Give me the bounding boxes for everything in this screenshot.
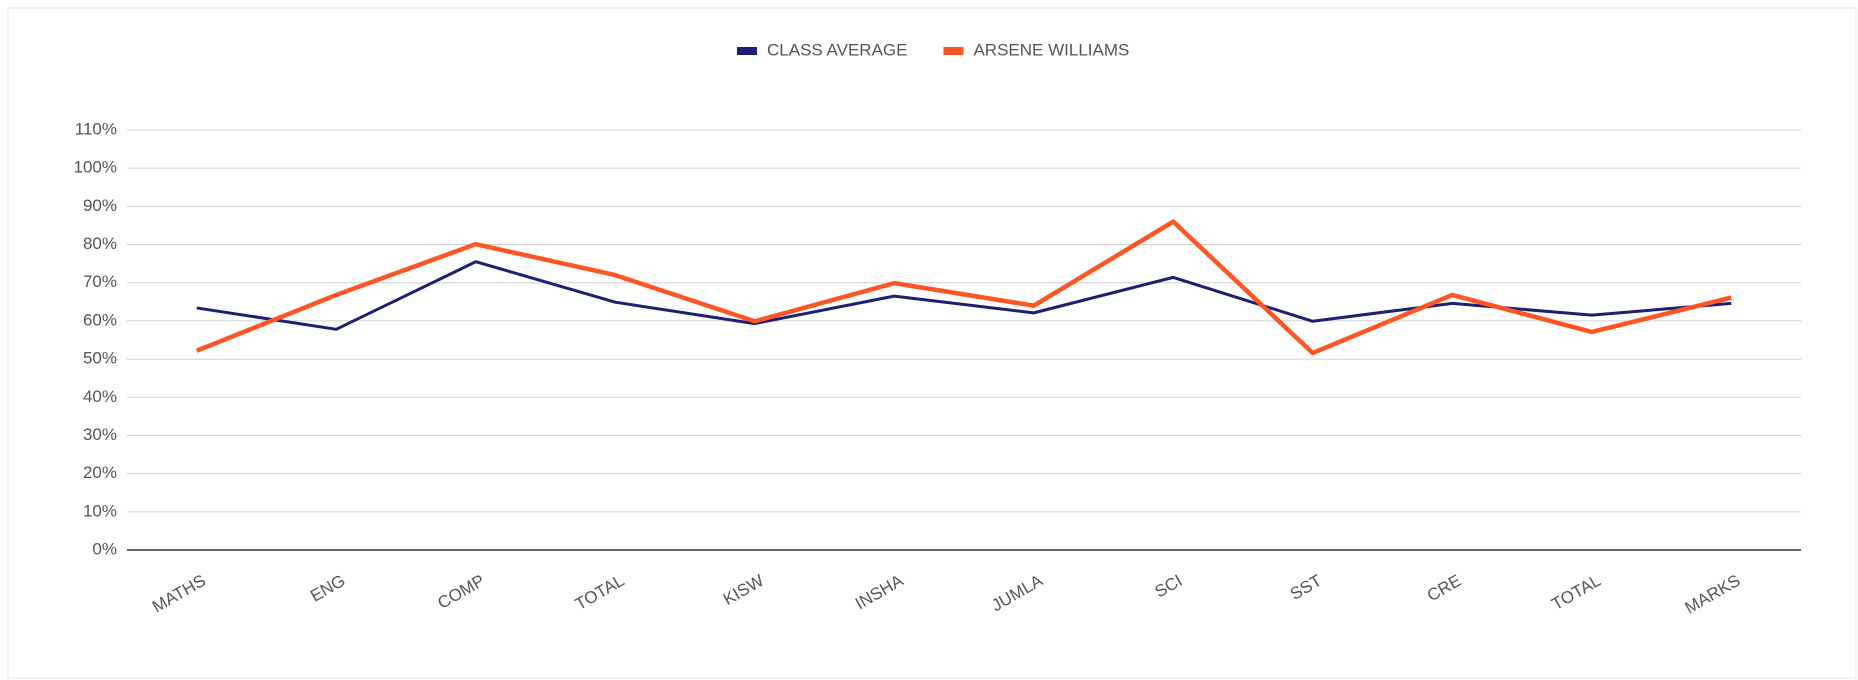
y-tick-label: 60%: [83, 310, 117, 329]
y-tick-label: 30%: [83, 425, 117, 444]
y-tick-label: 80%: [83, 234, 117, 253]
y-tick-label: 100%: [74, 158, 117, 177]
y-tick-label: 110%: [75, 119, 117, 138]
y-tick-label: 70%: [83, 272, 117, 291]
y-tick-label: 10%: [83, 501, 117, 520]
y-tick-label: 50%: [83, 349, 117, 368]
legend-label: ARSENE WILLIAMS: [973, 40, 1129, 59]
legend-label: CLASS AVERAGE: [767, 40, 907, 59]
legend-swatch: [737, 47, 757, 55]
y-tick-label: 90%: [83, 196, 117, 215]
y-tick-label: 40%: [83, 387, 117, 406]
chart-frame: [7, 7, 1857, 679]
line-series: [195, 219, 1732, 356]
line-series: [196, 260, 1732, 331]
y-tick-label: 20%: [83, 463, 117, 482]
y-tick-label: 0%: [92, 539, 117, 558]
legend-swatch: [943, 47, 964, 55]
